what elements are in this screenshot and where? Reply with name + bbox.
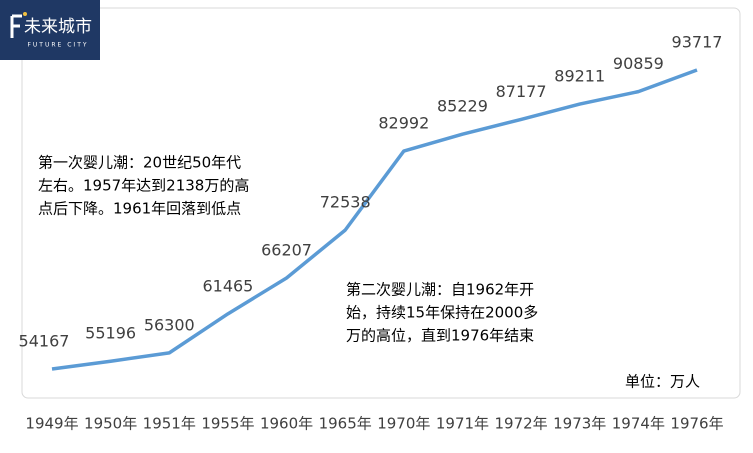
data-label: 54167 bbox=[19, 331, 70, 350]
plot-frame bbox=[21, 7, 741, 399]
data-label: 85229 bbox=[437, 97, 488, 116]
data-label: 66207 bbox=[261, 240, 312, 259]
annotation-line: 左右。1957年达到2138万的高 bbox=[38, 177, 249, 195]
x-tick-label: 1971年 bbox=[436, 415, 489, 433]
x-tick-label: 1970年 bbox=[377, 415, 430, 433]
logo-name: 未来城市 bbox=[24, 17, 92, 37]
logo: 未来城市 FUTURE CITY bbox=[0, 0, 100, 60]
data-label: 89211 bbox=[554, 67, 605, 86]
x-tick-label: 1950年 bbox=[84, 415, 137, 433]
x-tick-label: 1965年 bbox=[319, 415, 372, 433]
data-label: 56300 bbox=[144, 315, 195, 334]
data-line bbox=[51, 68, 698, 371]
data-label: 72538 bbox=[320, 193, 371, 212]
annotation-line: 点后下降。1961年回落到低点 bbox=[38, 200, 241, 218]
x-tick-label: 1976年 bbox=[670, 415, 723, 433]
annotation-line: 第二次婴儿潮：自1962年开 bbox=[346, 281, 534, 299]
data-label: 61465 bbox=[202, 276, 253, 295]
x-tick-label: 1951年 bbox=[143, 415, 196, 433]
data-label: 93717 bbox=[672, 32, 723, 51]
data-label: 82992 bbox=[378, 114, 429, 133]
data-label: 87177 bbox=[496, 82, 547, 101]
x-tick-label: 1972年 bbox=[494, 415, 547, 433]
data-label: 90859 bbox=[613, 54, 664, 73]
annotation-line: 万的高位，直到1976年结束 bbox=[346, 327, 534, 345]
data-label: 55196 bbox=[85, 324, 136, 343]
x-tick-label: 1960年 bbox=[260, 415, 313, 433]
logo-background bbox=[0, 0, 100, 60]
x-tick-label: 1974年 bbox=[612, 415, 665, 433]
logo-star bbox=[23, 12, 27, 16]
x-tick-label: 1973年 bbox=[553, 415, 606, 433]
logo-tagline: FUTURE CITY bbox=[27, 42, 88, 49]
x-tick-label: 1949年 bbox=[25, 415, 78, 433]
annotation-line: 第一次婴儿潮：20世纪50年代 bbox=[38, 154, 241, 172]
annotation-line: 始，持续15年保持在2000多 bbox=[346, 304, 538, 322]
logo-mark bbox=[10, 14, 22, 38]
x-tick-label: 1955年 bbox=[201, 415, 254, 433]
unit-label: 单位：万人 bbox=[625, 373, 700, 391]
